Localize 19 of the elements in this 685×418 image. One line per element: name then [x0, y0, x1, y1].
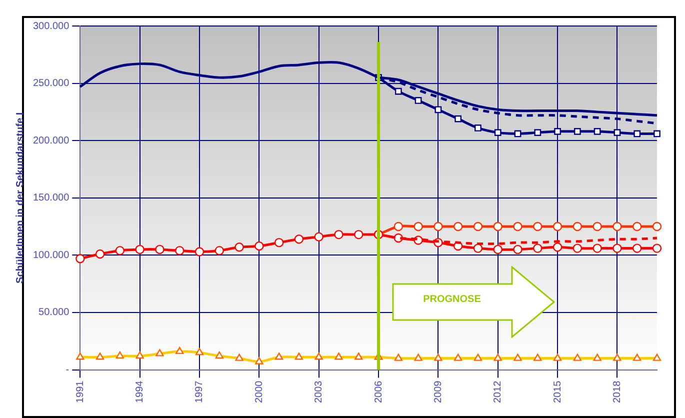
y-tick-label: - — [66, 364, 70, 376]
x-tick-label: 2018 — [612, 380, 623, 404]
y-axis-title: SchülerInnen in der Sekundarstufe I — [14, 112, 26, 284]
x-tick-label: 2015 — [552, 380, 564, 404]
x-tick-label: 1991 — [74, 380, 86, 404]
y-tick-label: 250.000 — [32, 78, 70, 90]
x-tick-label: 2009 — [432, 380, 444, 404]
y-tick-label: 200.000 — [32, 135, 70, 146]
y-tick-label: 150.000 — [32, 192, 70, 204]
x-tick-label: 2012 — [492, 380, 504, 404]
y-tick-label: 300.000 — [32, 20, 70, 32]
x-tick-label: 2006 — [373, 380, 384, 404]
x-tick-label: 2003 — [314, 380, 325, 404]
x-tick-label: 1994 — [134, 380, 146, 404]
annotation: PROGNOSE — [422, 294, 482, 305]
y-tick-label: 100.000 — [32, 250, 70, 261]
y-tick-label: 50.000 — [38, 307, 70, 318]
x-tick-label: 2000 — [254, 380, 265, 404]
x-tick-label: 1997 — [194, 380, 206, 404]
